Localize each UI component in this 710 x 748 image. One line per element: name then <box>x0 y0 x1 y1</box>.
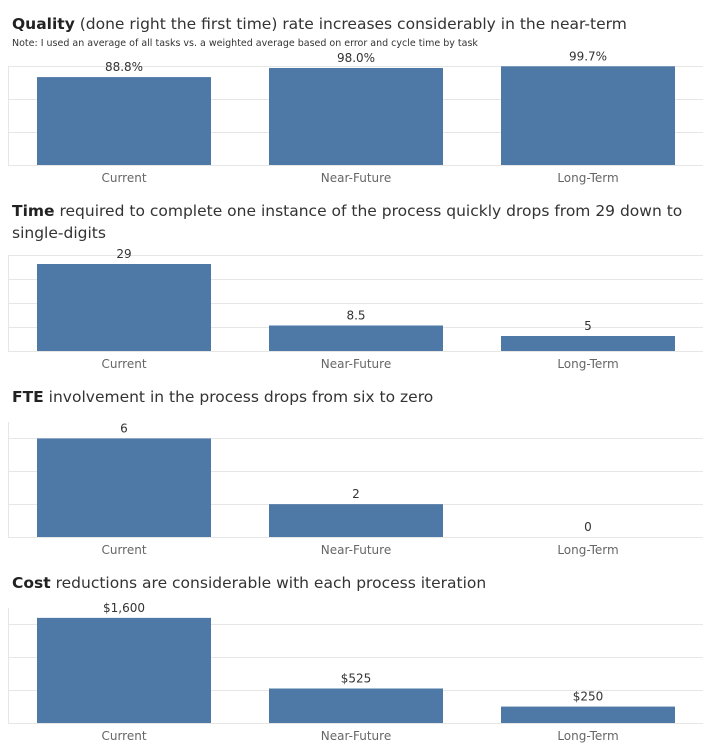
quality-chart-note: Note: I used an average of all tasks vs.… <box>12 38 478 49</box>
fte-chart-title: FTE involvement in the process drops fro… <box>12 386 702 408</box>
quality-value-label: 99.7% <box>569 49 607 63</box>
time-bar-long-term[interactable] <box>501 336 675 351</box>
fte-value-label: 2 <box>352 487 360 501</box>
fte-category-label: Near-Future <box>321 543 391 557</box>
time-bar-near-future[interactable] <box>269 325 443 352</box>
fte-value-label: 6 <box>120 421 128 435</box>
time-title-bold: Time <box>12 202 55 220</box>
cost-bar-current[interactable] <box>37 617 211 723</box>
quality-category-label: Long-Term <box>557 171 618 185</box>
fte-bar-near-future[interactable] <box>269 504 443 537</box>
quality-chart-title: Quality (done right the first time) rate… <box>12 13 702 35</box>
quality-category-label: Near-Future <box>321 171 391 185</box>
fte-category-label: Long-Term <box>557 543 618 557</box>
cost-category-label: Near-Future <box>321 729 391 743</box>
time-chart-title: Time required to complete one instance o… <box>12 200 702 244</box>
fte-title-bold: FTE <box>12 388 44 406</box>
time-category-label: Near-Future <box>321 357 391 371</box>
time-value-label: 29 <box>116 247 131 261</box>
time-value-label: 5 <box>584 319 592 333</box>
time-category-label: Long-Term <box>557 357 618 371</box>
cost-value-label: $1,600 <box>103 601 145 615</box>
quality-bar-near-future[interactable] <box>269 67 443 165</box>
fte-category-label: Current <box>101 543 146 557</box>
time-bar-chart: 29 Current 8.5 Near-Future 5 Long-Term <box>8 247 703 371</box>
quality-bar-long-term[interactable] <box>501 66 675 165</box>
cost-value-label: $525 <box>341 672 372 686</box>
time-value-label: 8.5 <box>346 309 365 323</box>
quality-value-label: 98.0% <box>337 51 375 65</box>
fte-title-rest: involvement in the process drops from si… <box>43 388 434 406</box>
fte-value-label: 0 <box>584 520 592 534</box>
fte-bar-chart: 6 Current 2 Near-Future 0 Long-Term <box>8 421 703 557</box>
cost-title-bold: Cost <box>12 574 51 592</box>
cost-chart-title: Cost reductions are considerable with ea… <box>12 572 702 594</box>
cost-title-rest: reductions are considerable with each pr… <box>50 574 487 592</box>
time-bar-current[interactable] <box>37 264 211 351</box>
quality-category-label: Current <box>101 171 146 185</box>
cost-value-label: $250 <box>573 690 604 704</box>
quality-title-bold: Quality <box>12 15 75 33</box>
time-category-label: Current <box>101 357 146 371</box>
quality-bar-chart: 88.8% Current 98.0% Near-Future 99.7% Long-Te… <box>8 49 703 185</box>
cost-category-label: Current <box>101 729 146 743</box>
quality-value-label: 88.8% <box>105 60 143 74</box>
cost-bar-long-term[interactable] <box>501 706 675 723</box>
time-title-rest: required to complete one instance of the… <box>12 202 683 242</box>
cost-bar-chart: $1,600 Current $525 Near-Future $250 Long-Ter… <box>8 601 703 743</box>
quality-bar-current[interactable] <box>37 77 211 165</box>
cost-bar-near-future[interactable] <box>269 688 443 724</box>
quality-title-rest: (done right the first time) rate increas… <box>74 15 627 33</box>
fte-bar-current[interactable] <box>37 438 211 537</box>
cost-category-label: Long-Term <box>557 729 618 743</box>
